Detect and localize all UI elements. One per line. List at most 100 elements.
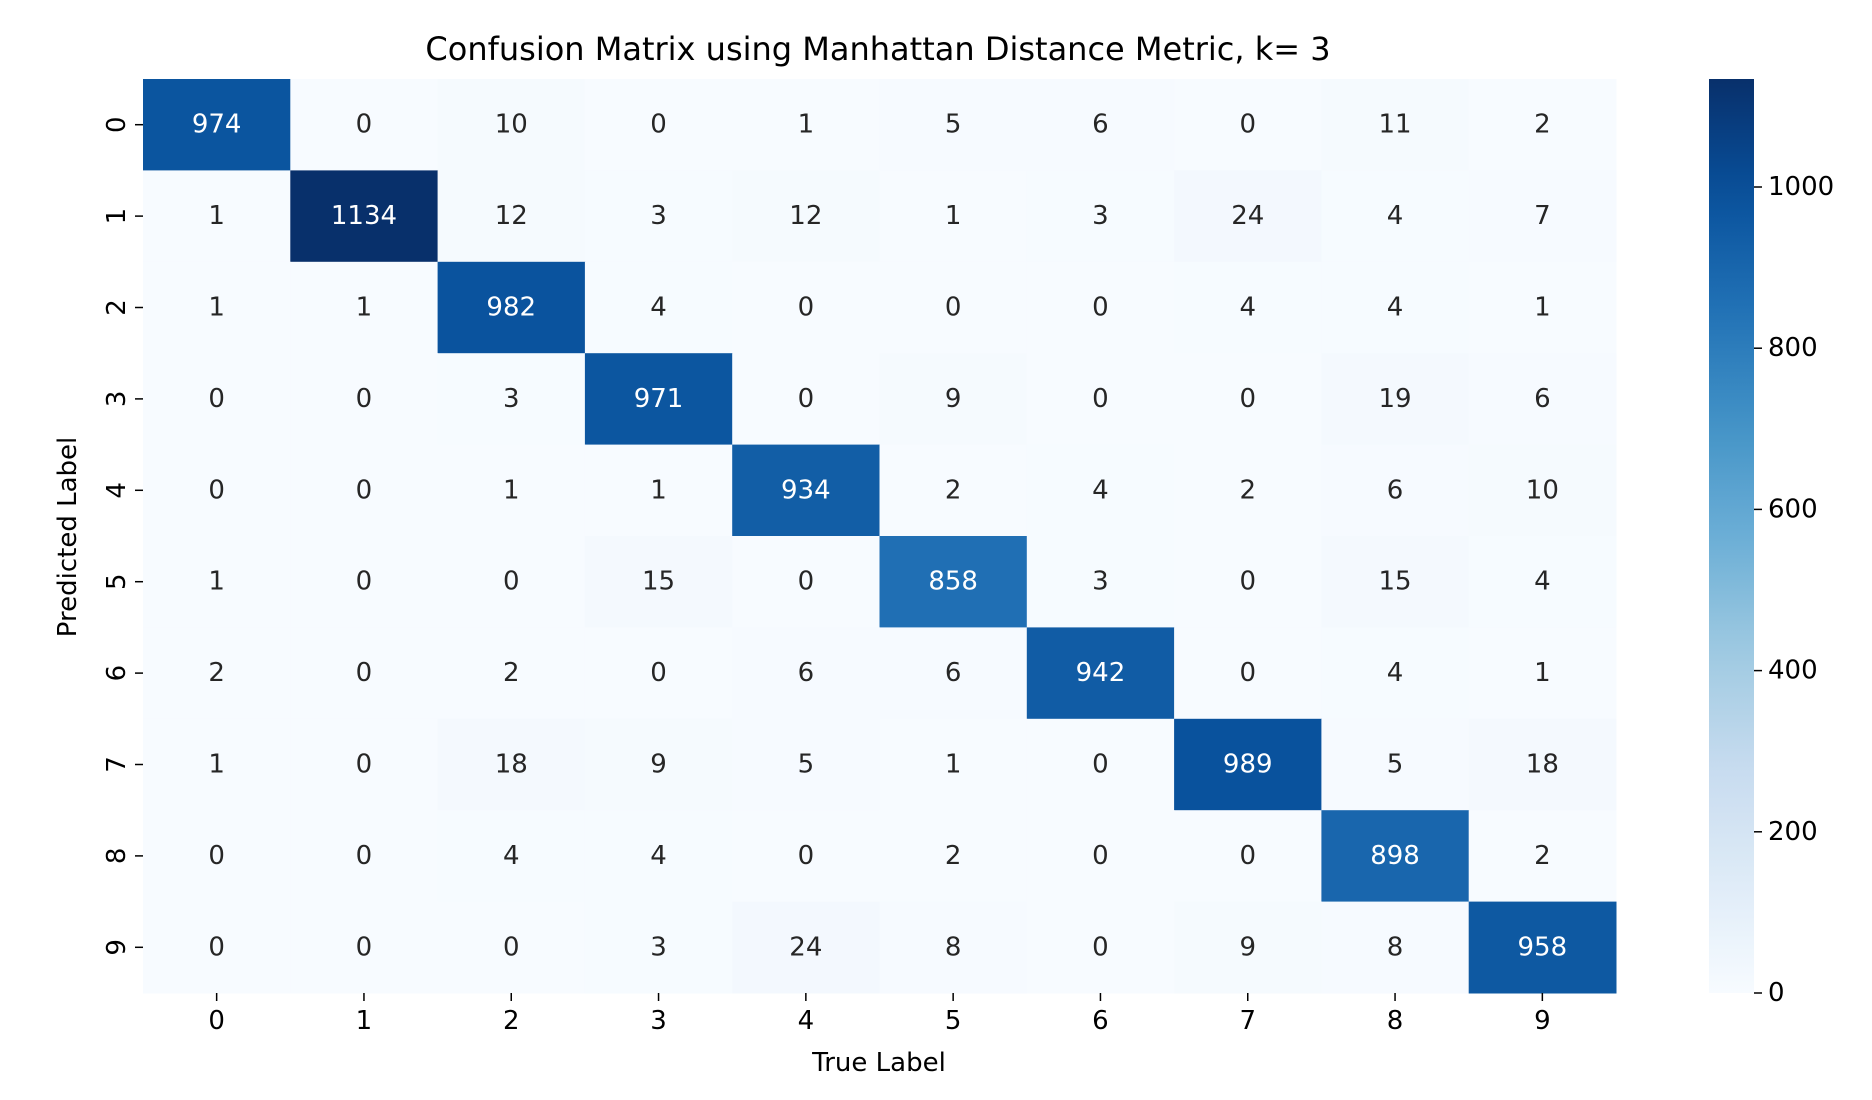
heatmap-cell (1321, 444, 1470, 537)
colorbar-tick-label: 600 (1768, 494, 1818, 524)
cell-value-label: 15 (1379, 567, 1412, 597)
heatmap-cell (1468, 536, 1617, 628)
cell-value-label: 4 (1387, 658, 1404, 688)
heatmap-cell (437, 170, 586, 263)
heatmap-cell (1468, 718, 1617, 811)
heatmap-cell (1026, 627, 1175, 720)
cell-value-label: 0 (356, 841, 373, 871)
cell-value-label: 0 (650, 110, 667, 140)
heatmap-cell (732, 901, 880, 994)
cell-value-label: 1 (945, 201, 962, 231)
cell-value-label: 0 (356, 384, 373, 414)
heatmap-cell (1321, 261, 1470, 354)
cell-value-label: 1 (503, 475, 520, 505)
y-tick-label: 7 (102, 756, 132, 773)
heatmap-cells (143, 79, 1617, 994)
cell-value-label: 0 (208, 841, 225, 871)
heatmap-cell (143, 718, 291, 811)
x-tick-label: 6 (1092, 1006, 1109, 1036)
heatmap-cell (1174, 718, 1322, 811)
heatmap-cell (1026, 901, 1175, 994)
heatmap-cell (143, 810, 291, 903)
cell-value-label: 2 (208, 658, 225, 688)
cell-value-label: 4 (1387, 293, 1404, 323)
heatmap-cell (437, 718, 586, 811)
cell-value-label: 4 (650, 841, 667, 871)
y-tick-label: 4 (102, 482, 132, 499)
heatmap-cell (290, 261, 439, 354)
cell-value-label: 958 (1518, 932, 1568, 962)
x-tick-label: 2 (503, 1006, 520, 1036)
heatmap-cell (584, 901, 733, 994)
heatmap-cell (1468, 170, 1617, 263)
x-tick-label: 4 (798, 1006, 815, 1036)
heatmap-cell (879, 810, 1028, 903)
x-axis-label: True Label (811, 1048, 946, 1078)
heatmap-cell (143, 444, 291, 537)
heatmap-cell (1468, 627, 1617, 720)
heatmap-cell (1026, 353, 1175, 446)
cell-value-label: 982 (486, 293, 536, 323)
cell-value-label: 0 (1239, 110, 1256, 140)
colorbar-tick-label: 200 (1768, 817, 1818, 847)
heatmap-cell (1321, 718, 1470, 811)
heatmap-cell (584, 79, 733, 171)
heatmap-cell (732, 170, 880, 263)
cell-value-label: 24 (789, 932, 822, 962)
heatmap-cell (290, 901, 439, 994)
cell-value-label: 3 (503, 384, 520, 414)
cell-value-label: 974 (192, 110, 242, 140)
heatmap-cell (584, 170, 733, 263)
y-tick-label: 3 (102, 391, 132, 408)
x-tick-label: 7 (1239, 1006, 1256, 1036)
cell-value-label: 1 (208, 201, 225, 231)
heatmap-cell (1174, 170, 1322, 263)
heatmap-cell (1468, 261, 1617, 354)
y-tick-label: 5 (102, 573, 132, 590)
heatmap-cell (732, 536, 880, 628)
heatmap-cell (1468, 79, 1617, 171)
cell-value-label: 0 (798, 293, 815, 323)
heatmap-cell (732, 810, 880, 903)
cell-value-label: 0 (356, 475, 373, 505)
cell-value-label: 1 (650, 475, 667, 505)
heatmap-cell (879, 536, 1028, 628)
heatmap-cell (1026, 79, 1175, 171)
heatmap-cell (437, 79, 586, 171)
y-axis: 0 1 2 3 4 5 6 7 8 9 (102, 116, 143, 956)
cell-value-label: 0 (208, 384, 225, 414)
heatmap-cell-labels: 974 0 10 0 1 5 6 0 11 21 1134 12 3 12 1 3 24 4 71 1 982 4 0 0 0 4… (192, 110, 1567, 963)
heatmap-cell (143, 353, 291, 446)
heatmap-cell (584, 718, 733, 811)
cell-value-label: 0 (1239, 658, 1256, 688)
heatmap-cell (290, 536, 439, 628)
heatmap-cell (1321, 901, 1470, 994)
cell-value-label: 4 (503, 841, 520, 871)
cell-value-label: 9 (945, 384, 962, 414)
heatmap-cell (879, 353, 1028, 446)
heatmap-cell (437, 901, 586, 994)
cell-value-label: 1134 (331, 201, 397, 231)
heatmap-cell (143, 536, 291, 628)
y-tick-label: 2 (102, 299, 132, 316)
cell-value-label: 1 (1534, 658, 1551, 688)
heatmap-cell (290, 718, 439, 811)
cell-value-label: 18 (495, 750, 528, 780)
cell-value-label: 1 (208, 293, 225, 323)
cell-value-label: 898 (1370, 841, 1420, 871)
heatmap-cell (1174, 627, 1322, 720)
colorbar-tick-label: 1000 (1768, 172, 1834, 202)
y-tick-label: 1 (102, 208, 132, 225)
heatmap-cell (1026, 170, 1175, 263)
cell-value-label: 942 (1076, 658, 1126, 688)
cell-value-label: 6 (1534, 384, 1551, 414)
cell-value-label: 1 (798, 110, 815, 140)
heatmap-cell (143, 627, 291, 720)
heatmap-cell (1468, 353, 1617, 446)
cell-value-label: 11 (1379, 110, 1412, 140)
cell-value-label: 0 (503, 932, 520, 962)
heatmap-cell (437, 353, 586, 446)
x-tick-label: 9 (1534, 1006, 1551, 1036)
colorbar-tick-label: 400 (1768, 656, 1818, 686)
heatmap-cell (1174, 261, 1322, 354)
